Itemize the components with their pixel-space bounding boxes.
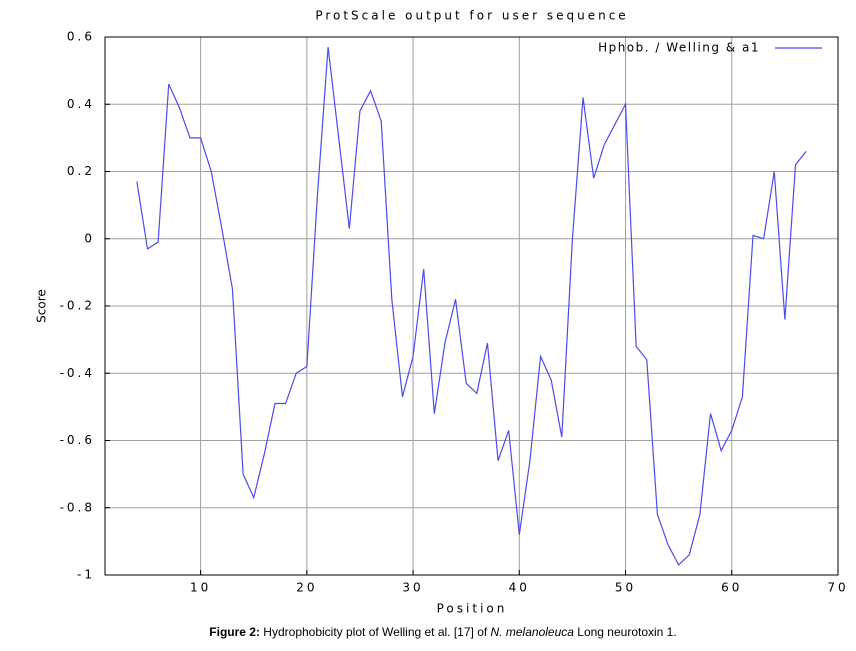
data-line — [136, 47, 807, 566]
caption-text: Hydrophobicity plot of Welling et al. [1… — [260, 625, 491, 639]
y-tick-label: 0 — [84, 231, 95, 245]
y-tick-label: -0.6 — [60, 433, 95, 447]
y-tick-label: -0.8 — [60, 500, 95, 514]
y-axis-label: Score — [35, 289, 49, 323]
caption-species: N. melanoleuca — [491, 625, 575, 639]
y-tick-label: 0.2 — [67, 164, 95, 178]
x-tick-label: 10 — [190, 581, 211, 595]
caption-label: Figure 2: — [209, 625, 260, 639]
y-tick-label: 0.6 — [67, 30, 95, 44]
x-axis-label: Position — [437, 602, 508, 616]
chart-title: ProtScale output for user sequence — [315, 9, 628, 23]
x-tick-label: 30 — [402, 581, 423, 595]
caption: Figure 2: Hydrophobicity plot of Welling… — [209, 625, 676, 639]
legend-label: Hphob. / Welling & a1 — [598, 41, 760, 55]
y-tick-label: -0.2 — [60, 299, 95, 313]
x-tick-label: 20 — [296, 581, 317, 595]
x-tick-label: 60 — [721, 581, 742, 595]
x-tick-label: 40 — [509, 581, 530, 595]
y-tick-label: 0.4 — [67, 97, 95, 111]
y-tick-label: -0.4 — [60, 366, 95, 380]
caption-text: Long neurotoxin 1. — [574, 625, 677, 639]
x-tick-label: 70 — [827, 581, 848, 595]
grid — [105, 37, 838, 575]
y-tick-label: -1 — [77, 568, 95, 582]
x-tick-label: 50 — [615, 581, 636, 595]
